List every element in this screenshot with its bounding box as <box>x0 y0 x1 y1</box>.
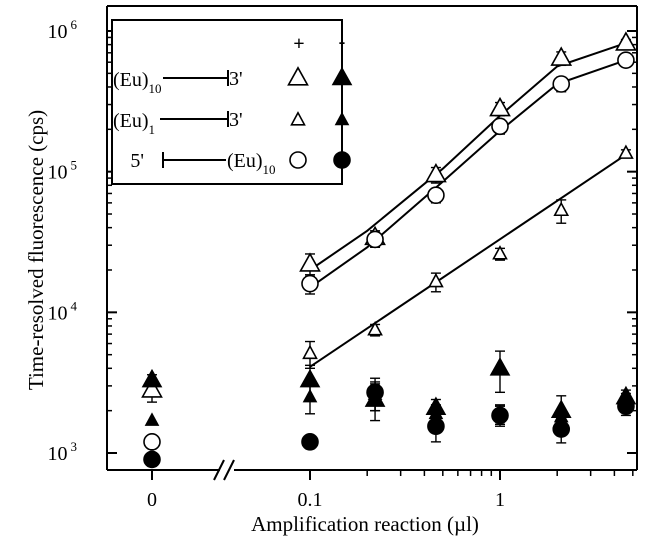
legend-row2-end: 3' <box>229 109 243 131</box>
data-point-filled-circle <box>366 383 384 402</box>
data-point-open-circle <box>366 230 384 249</box>
legend-row1-label: (Eu)10 <box>113 69 162 96</box>
legend-marker-filled-triangle-large <box>331 66 353 86</box>
data-point-filled-circle <box>552 420 571 438</box>
legend-header-minus: - <box>339 31 346 53</box>
legend-marker-open-triangle-large <box>287 66 309 86</box>
data-point-open-circle <box>143 433 161 451</box>
data-point-open-circle <box>491 117 509 136</box>
legend-open-circle <box>289 151 307 169</box>
data-point-filled-triangle-large <box>489 357 511 376</box>
fit-curves <box>309 42 627 368</box>
tick-labels: 10 3 10 4 10 5 10 6 0 0.1 1 <box>48 17 506 511</box>
data-point-filled-circle <box>427 417 445 436</box>
y-tick-label: 10 3 <box>48 439 78 465</box>
data-point-open-triangle-large <box>425 162 447 183</box>
x-tick-label: 0 <box>147 489 157 511</box>
legend-filled-triangle-large <box>331 66 353 86</box>
legend-row1-end: 3' <box>229 68 243 90</box>
data-point-filled-circle <box>143 450 161 469</box>
data-point-open-triangle-large <box>299 252 321 272</box>
data-point-open-triangle-small <box>367 321 383 336</box>
series-filled-circle <box>143 377 635 469</box>
data-point-filled-circle <box>301 433 319 451</box>
plot-frame <box>106 5 638 481</box>
data-point-open-triangle-small <box>302 344 318 360</box>
data-points <box>141 31 637 469</box>
data-point-open-triangle-large <box>141 378 163 398</box>
x-tick-label: 1 <box>495 489 505 511</box>
legend-filled-triangle-small <box>334 111 350 126</box>
x-axis-title: Amplification reaction (µl) <box>251 512 479 536</box>
data-point-open-triangle-small <box>618 144 634 159</box>
y-tick-label: 10 6 <box>48 17 78 43</box>
x-tick-label: 0.1 <box>298 489 323 511</box>
fit-line-open-triangle-small <box>309 153 627 368</box>
data-point-open-circle <box>301 274 319 293</box>
data-point-open-triangle-large <box>489 96 511 117</box>
y-tick-label: 10 5 <box>48 158 78 184</box>
data-point-filled-triangle-small <box>302 388 318 403</box>
legend: + - (Eu)10 3' (Eu)1 3' 5' (Eu)10 <box>111 19 353 185</box>
data-point-open-circle <box>552 75 571 93</box>
data-point-open-circle <box>427 186 445 205</box>
legend-open-triangle-large <box>287 66 309 86</box>
legend-marker-filled-circle <box>333 151 351 169</box>
legend-row3-label: (Eu)10 <box>227 150 276 177</box>
legend-header-plus: + <box>293 33 304 55</box>
legend-marker-open-triangle-small <box>290 111 306 126</box>
data-point-open-triangle-large <box>550 46 573 66</box>
data-point-open-triangle-small <box>492 245 508 260</box>
legend-marker-open-circle <box>289 151 307 169</box>
data-point-open-circle <box>617 51 635 70</box>
fit-line-open-circle <box>309 59 627 289</box>
axis-ticks <box>107 30 637 480</box>
axis-break-mark-1 <box>213 459 225 481</box>
legend-marker-filled-triangle-small <box>334 111 350 126</box>
data-point-filled-circle <box>491 406 509 425</box>
legend-row3-start: 5' <box>130 150 144 172</box>
series-open-triangle-small <box>302 144 634 370</box>
legend-row2-label: (Eu)1 <box>113 110 155 137</box>
data-point-filled-triangle-small <box>144 412 160 426</box>
legend-open-triangle-small <box>290 111 306 126</box>
data-point-filled-triangle-large <box>141 368 163 388</box>
data-point-open-triangle-large <box>615 31 637 51</box>
data-point-open-triangle-small <box>553 201 570 217</box>
y-tick-label: 10 4 <box>48 298 78 324</box>
data-point-filled-circle <box>617 397 635 416</box>
series-open-circle <box>143 51 635 451</box>
y-axis-title: Time-resolved fluorescence (cps) <box>24 110 48 390</box>
data-point-open-triangle-small <box>428 272 444 288</box>
axis-break-mark-2 <box>223 459 235 481</box>
legend-filled-circle <box>333 151 351 169</box>
